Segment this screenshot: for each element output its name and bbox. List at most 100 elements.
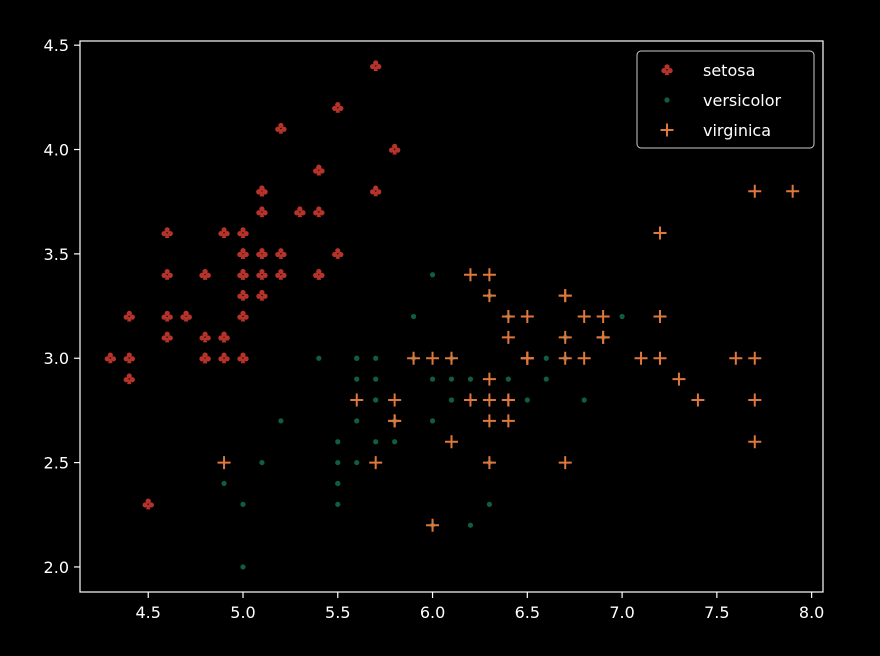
data-point-virginica: [691, 393, 705, 407]
data-point-versicolor: [373, 376, 379, 382]
data-point-virginica: [748, 351, 762, 365]
data-point-setosa: [199, 268, 211, 280]
data-point-setosa: [123, 373, 135, 385]
data-point-setosa: [313, 268, 325, 280]
data-point-versicolor: [316, 355, 322, 361]
data-point-setosa: [313, 164, 325, 176]
data-point-versicolor: [354, 355, 360, 361]
data-point-virginica: [558, 456, 572, 470]
x-tick-label: 8.0: [799, 603, 824, 622]
data-point-versicolor: [335, 501, 341, 507]
data-point-setosa: [256, 289, 268, 301]
data-point-setosa: [237, 248, 249, 259]
legend-entry-virginica: virginica: [660, 121, 771, 140]
data-point-virginica: [501, 310, 515, 323]
data-point-virginica: [426, 518, 440, 532]
data-point-setosa: [237, 289, 249, 301]
data-point-setosa: [256, 185, 268, 197]
data-point-setosa: [180, 310, 192, 322]
data-point-virginica: [501, 414, 515, 428]
data-point-versicolor: [392, 439, 398, 445]
data-point-versicolor: [619, 313, 625, 320]
data-point-virginica: [445, 351, 458, 365]
data-point-setosa: [256, 206, 268, 218]
data-point-versicolor: [335, 480, 341, 487]
data-point-virginica: [558, 330, 572, 344]
data-point-virginica: [445, 435, 458, 449]
data-point-versicolor: [543, 376, 549, 382]
data-point-versicolor: [429, 376, 436, 382]
data-point-versicolor: [429, 272, 436, 278]
data-point-virginica: [426, 351, 440, 365]
data-point-versicolor: [524, 397, 530, 403]
data-point-versicolor: [410, 313, 417, 320]
data-point-versicolor: [278, 418, 284, 424]
data-point-virginica: [653, 351, 667, 365]
data-point-virginica: [482, 456, 496, 470]
plot-area: [104, 60, 800, 570]
data-point-virginica: [653, 226, 667, 240]
data-point-versicolor: [486, 501, 493, 507]
data-point-versicolor: [543, 355, 549, 361]
data-point-virginica: [482, 289, 496, 303]
data-point-virginica: [596, 310, 610, 323]
legend-label-setosa: setosa: [703, 61, 755, 80]
data-point-virginica: [520, 351, 534, 365]
x-tick-label: 6.5: [515, 603, 540, 622]
x-tick-label: 7.0: [609, 603, 634, 622]
data-point-setosa: [332, 248, 344, 259]
data-point-versicolor: [581, 397, 587, 403]
data-point-virginica: [407, 351, 421, 365]
data-point-versicolor: [335, 459, 341, 466]
data-point-virginica: [748, 184, 762, 198]
data-point-setosa: [161, 310, 173, 322]
data-point-virginica: [217, 456, 231, 470]
legend-box: [636, 50, 815, 149]
data-point-setosa: [294, 206, 306, 218]
data-point-virginica: [482, 372, 496, 386]
data-point-virginica: [634, 351, 648, 365]
data-point-virginica: [463, 268, 477, 282]
legend: setosa versicolor virginica: [636, 50, 815, 149]
data-point-setosa: [275, 248, 287, 259]
data-point-versicolor: [354, 418, 360, 424]
data-point-setosa: [161, 331, 173, 343]
data-point-virginica: [558, 351, 572, 365]
data-point-versicolor: [467, 376, 474, 382]
data-point-setosa: [199, 331, 211, 343]
x-tick-label: 5.0: [230, 603, 255, 622]
data-point-virginica: [482, 268, 496, 282]
axes-frame: [79, 40, 824, 593]
data-point-versicolor: [373, 397, 379, 403]
data-point-virginica: [388, 393, 402, 407]
data-point-versicolor: [505, 376, 511, 382]
legend-marker-virginica: [660, 123, 674, 137]
axes: 4.5 5.0 5.5 6.0 6.5 7.0 7.5 8.0 2.0 2.5 3.0 3.5 4.0 4…: [44, 36, 825, 622]
x-tick-label: 6.0: [420, 603, 445, 622]
x-tick-label: 5.5: [325, 603, 350, 622]
data-point-versicolor: [221, 480, 227, 487]
data-point-virginica: [786, 184, 800, 198]
y-tick-label: 2.0: [44, 558, 69, 577]
data-point-versicolor: [373, 439, 379, 445]
data-point-setosa: [237, 310, 249, 322]
data-point-versicolor: [335, 439, 341, 445]
data-point-setosa: [218, 331, 230, 343]
data-point-versicolor: [448, 376, 455, 382]
data-point-versicolor: [373, 355, 379, 361]
data-point-virginica: [577, 310, 591, 323]
data-point-setosa: [123, 352, 135, 364]
data-point-setosa: [388, 143, 401, 155]
data-point-versicolor: [240, 564, 246, 570]
data-point-setosa: [218, 227, 230, 239]
data-point-setosa: [123, 310, 135, 322]
data-point-setosa: [218, 352, 230, 364]
x-tick-label: 4.5: [136, 603, 161, 622]
data-point-virginica: [729, 351, 743, 365]
series-setosa: [104, 60, 401, 510]
data-point-virginica: [350, 393, 364, 407]
legend-label-virginica: virginica: [703, 121, 771, 140]
data-point-setosa: [332, 101, 344, 113]
x-tick-label: 7.5: [704, 603, 729, 622]
data-point-virginica: [672, 372, 686, 386]
